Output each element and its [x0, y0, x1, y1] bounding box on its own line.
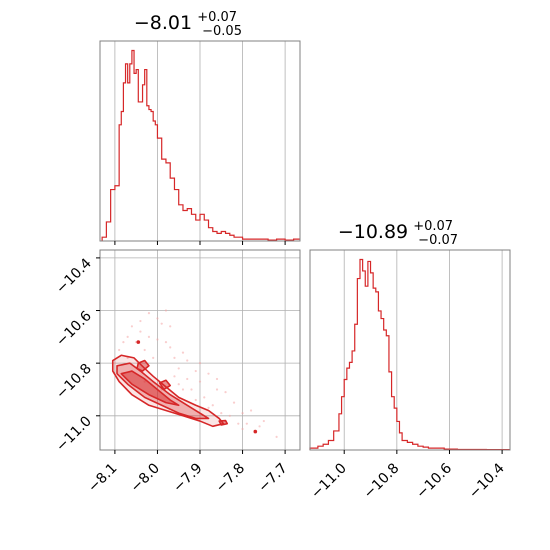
scatter-point: [181, 388, 185, 391]
contour-inner: [218, 419, 229, 426]
x-tick-label: −10.6: [413, 460, 455, 502]
contour-inner: [120, 370, 180, 407]
title-value: −10.89: [338, 221, 408, 243]
title-value: −8.01: [134, 12, 192, 34]
y-tick-label: −11.0: [53, 413, 95, 455]
panel-title: −8.01 +0.07 −0.05: [134, 6, 242, 39]
title-upper-error: +0.07: [413, 219, 453, 234]
x-ticks: [114, 241, 286, 245]
x-tick-label: −7.7: [255, 460, 290, 495]
scatter-point: [177, 367, 180, 370]
scatter-point: [198, 362, 202, 365]
scatter-point: [211, 404, 214, 407]
contour-lines: [111, 340, 258, 434]
scatter-point: [237, 422, 240, 425]
scatter-point: [186, 377, 189, 381]
scatter-point: [190, 388, 193, 391]
scatter-point: [207, 372, 210, 375]
scatter-point: [139, 330, 142, 333]
scatter-point: [198, 380, 202, 383]
scatter-point: [258, 425, 261, 428]
axes-frame: [309, 249, 511, 451]
scatter-point: [215, 377, 219, 381]
grid-lines: [114, 41, 286, 241]
scatter-point: [122, 341, 125, 344]
title-lower-error: −0.07: [418, 233, 458, 248]
scatter-point: [220, 412, 223, 415]
scatter-point: [181, 351, 185, 354]
scatter-point: [113, 362, 116, 365]
x-tick-label: −8.0: [128, 460, 163, 495]
scatter-point: [262, 419, 265, 423]
panel-title: −10.89 +0.07 −0.07: [338, 215, 458, 248]
scatter-point: [194, 369, 197, 373]
scatter-point: [215, 388, 219, 391]
scatter-point: [241, 427, 244, 431]
x-tick-label: −10.4: [466, 460, 508, 502]
histogram-line: [309, 258, 510, 451]
scatter-point: [194, 398, 197, 402]
contour-panel: −8.1 −8.0 −7.9 −7.8 −7.7 −10.4 −10.6 −10.8 −11.0: [53, 249, 301, 496]
histogram-panel-x: −8.01 +0.07 −0.05: [99, 6, 301, 245]
scatter-point: [275, 435, 278, 438]
scatter-point: [147, 312, 151, 315]
scatter-points: [113, 309, 278, 438]
x-ticks: −11.0 −10.8 −10.6 −10.4: [308, 450, 508, 502]
x-tick-label: −10.8: [361, 460, 403, 502]
scatter-point: [241, 412, 244, 415]
title-upper-error: +0.07: [197, 10, 237, 25]
y-tick-label: −10.4: [53, 255, 95, 297]
scatter-point: [164, 341, 168, 344]
scatter-point: [118, 348, 121, 352]
scatter-point: [156, 317, 159, 320]
histogram-line: [101, 49, 300, 241]
scatter-point: [249, 409, 253, 412]
scatter-point: [130, 325, 134, 328]
scatter-point: [186, 359, 189, 362]
scatter-point: [224, 391, 227, 394]
scatter-point: [169, 346, 172, 349]
scatter-point: [164, 309, 168, 312]
x-tick-label: −11.0: [308, 460, 350, 502]
scatter-point: [207, 406, 210, 409]
scatter-point: [152, 356, 155, 359]
scatter-point: [228, 414, 231, 417]
scatter-point: [173, 375, 176, 378]
x-tick-label: −7.9: [170, 460, 205, 495]
scatter-point: [232, 401, 236, 404]
scatter-point: [139, 319, 142, 323]
x-tick-label: −7.8: [213, 460, 248, 495]
highlight-point: [253, 429, 258, 434]
histogram-panel-y: −11.0 −10.8 −10.6 −10.4 −10.89 +0.07 −0.07: [308, 215, 511, 502]
scatter-point: [143, 348, 146, 352]
axis-ticks: −8.1 −8.0 −7.9 −7.8 −7.7 −10.4 −10.6 −10.8 −11.0: [53, 255, 291, 495]
grid-lines: [100, 250, 300, 450]
scatter-point: [173, 356, 176, 359]
scatter-point: [203, 396, 206, 399]
highlight-point: [136, 340, 141, 344]
scatter-point: [156, 338, 159, 341]
title-lower-error: −0.05: [202, 24, 242, 39]
scatter-point: [245, 422, 248, 425]
scatter-point: [147, 335, 151, 338]
scatter-point: [160, 322, 163, 325]
x-tick-label: −8.1: [85, 460, 120, 495]
y-tick-label: −10.6: [53, 308, 95, 350]
scatter-point: [169, 325, 172, 328]
scatter-point: [126, 335, 129, 338]
scatter-point: [177, 383, 180, 386]
contour-inner: [136, 359, 150, 372]
contour-inner: [158, 379, 172, 391]
y-tick-label: −10.8: [53, 361, 95, 403]
